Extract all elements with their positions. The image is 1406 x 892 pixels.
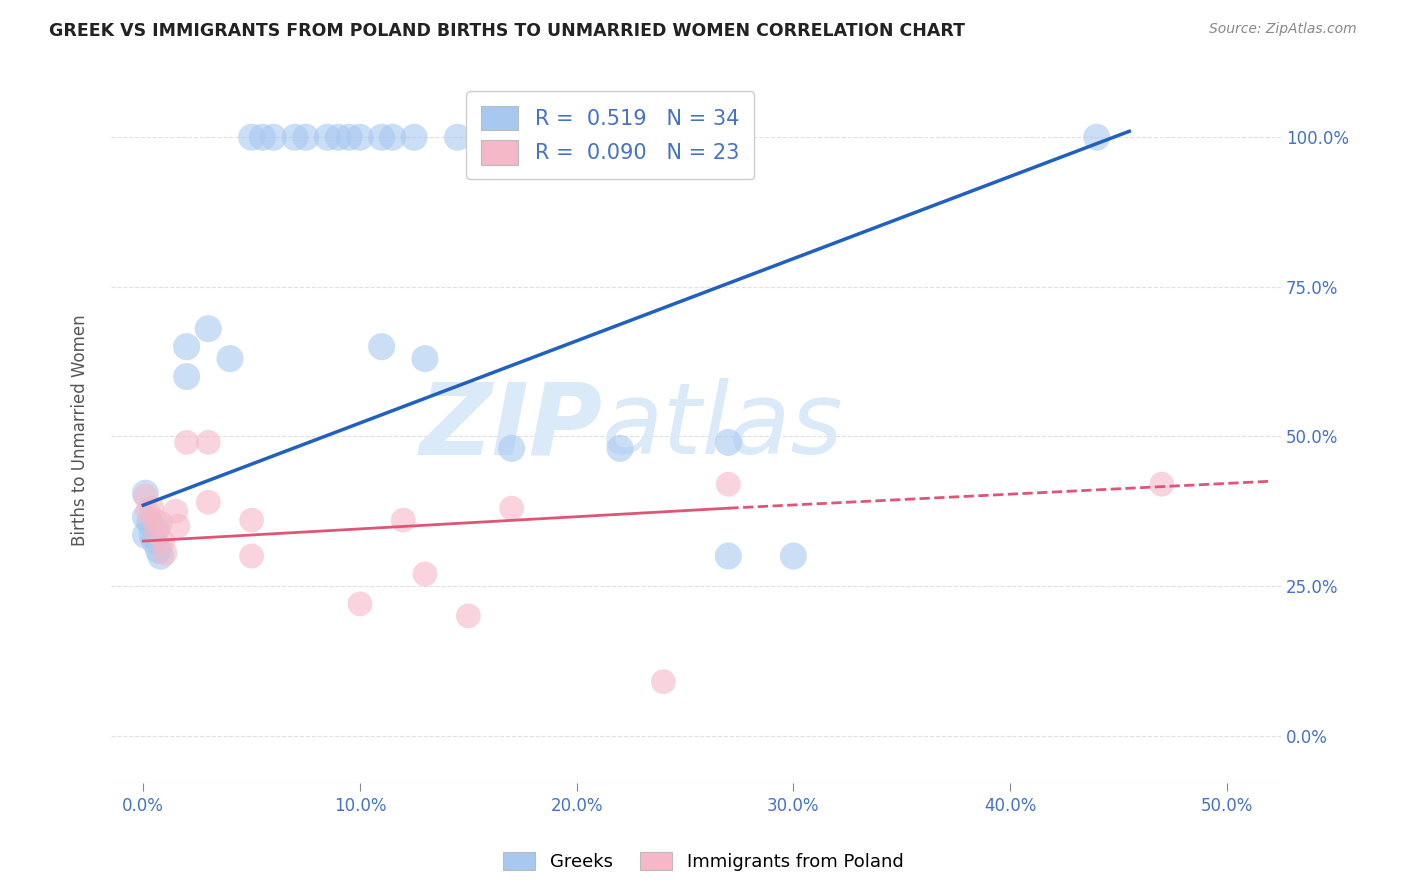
Point bbox=[145, 525, 167, 540]
Point bbox=[141, 501, 163, 516]
Point bbox=[240, 549, 263, 563]
Point bbox=[284, 130, 307, 145]
Point bbox=[328, 130, 350, 145]
Point bbox=[149, 516, 172, 530]
Point bbox=[134, 486, 156, 500]
Text: atlas: atlas bbox=[602, 378, 844, 475]
Point bbox=[149, 549, 172, 563]
Point bbox=[139, 516, 162, 530]
Legend: R =  0.519   N = 34, R =  0.090   N = 23: R = 0.519 N = 34, R = 0.090 N = 23 bbox=[467, 91, 754, 179]
Point bbox=[457, 608, 479, 623]
Point bbox=[404, 130, 426, 145]
Point bbox=[136, 504, 159, 518]
Point bbox=[219, 351, 242, 366]
Point bbox=[337, 130, 360, 145]
Legend: Greeks, Immigrants from Poland: Greeks, Immigrants from Poland bbox=[495, 845, 911, 879]
Point bbox=[252, 130, 274, 145]
Point bbox=[381, 130, 404, 145]
Point bbox=[143, 534, 166, 549]
Point bbox=[176, 435, 198, 450]
Point bbox=[148, 543, 170, 558]
Point bbox=[143, 513, 166, 527]
Point bbox=[197, 495, 219, 509]
Point bbox=[717, 549, 740, 563]
Y-axis label: Births to Unmarried Women: Births to Unmarried Women bbox=[72, 315, 89, 546]
Point bbox=[1085, 130, 1108, 145]
Point bbox=[153, 546, 176, 560]
Text: GREEK VS IMMIGRANTS FROM POLAND BIRTHS TO UNMARRIED WOMEN CORRELATION CHART: GREEK VS IMMIGRANTS FROM POLAND BIRTHS T… bbox=[49, 22, 965, 40]
Point bbox=[501, 501, 523, 516]
Point bbox=[413, 566, 436, 581]
Point bbox=[349, 130, 371, 145]
Point bbox=[197, 435, 219, 450]
Point bbox=[134, 489, 156, 503]
Point bbox=[294, 130, 316, 145]
Point bbox=[316, 130, 339, 145]
Point bbox=[152, 534, 174, 549]
Point bbox=[652, 674, 675, 689]
Point bbox=[501, 442, 523, 456]
Point bbox=[349, 597, 371, 611]
Point bbox=[176, 369, 198, 384]
Point bbox=[141, 528, 163, 542]
Point bbox=[134, 510, 156, 524]
Point bbox=[145, 522, 167, 536]
Point bbox=[240, 513, 263, 527]
Point bbox=[413, 351, 436, 366]
Point bbox=[609, 442, 631, 456]
Point bbox=[165, 504, 187, 518]
Point bbox=[262, 130, 284, 145]
Point bbox=[167, 519, 190, 533]
Point bbox=[717, 435, 740, 450]
Point bbox=[392, 513, 415, 527]
Point bbox=[240, 130, 263, 145]
Point bbox=[370, 130, 392, 145]
Text: Source: ZipAtlas.com: Source: ZipAtlas.com bbox=[1209, 22, 1357, 37]
Point bbox=[1150, 477, 1173, 491]
Point bbox=[782, 549, 804, 563]
Point bbox=[134, 528, 156, 542]
Point bbox=[176, 340, 198, 354]
Point bbox=[197, 321, 219, 335]
Text: ZIP: ZIP bbox=[419, 378, 602, 475]
Point bbox=[446, 130, 468, 145]
Point bbox=[370, 340, 392, 354]
Point bbox=[717, 477, 740, 491]
